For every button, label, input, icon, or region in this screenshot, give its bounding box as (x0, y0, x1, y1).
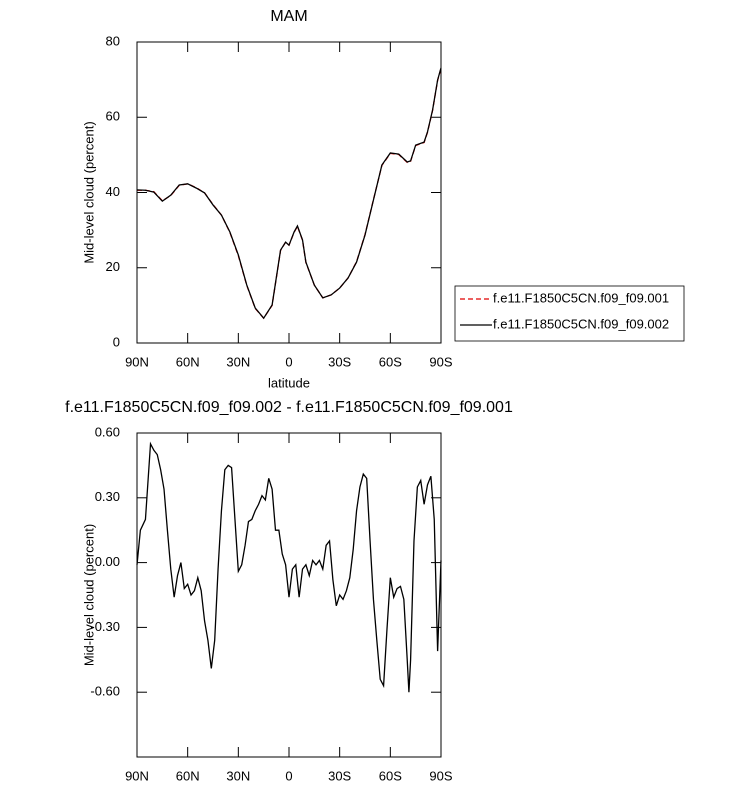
x-tick-label: 90N (125, 768, 149, 783)
plot-frame (136, 432, 442, 758)
y-tick-label: 80 (106, 33, 120, 48)
chart-title: MAM (270, 8, 307, 25)
line-series (136, 441, 442, 693)
x-tick-label: 60N (176, 768, 200, 783)
y-tick-label: 60 (106, 109, 120, 124)
x-tick-label: 60N (176, 354, 200, 369)
y-tick-label: 0.30 (95, 489, 120, 504)
legend-label: f.e11.F1850C5CN.f09_f09.002 (493, 316, 669, 331)
y-tick-label: 0.00 (95, 554, 120, 569)
chart-title: f.e11.F1850C5CN.f09_f09.002 - f.e11.F185… (65, 399, 513, 416)
y-axis-label: Mid-level cloud (percent) (81, 524, 96, 666)
x-tick-label: 60S (379, 768, 402, 783)
line-series (136, 67, 442, 320)
x-tick-label: 0 (285, 354, 292, 369)
x-tick-label: 90S (429, 354, 452, 369)
line-series (137, 68, 442, 320)
x-tick-label: 0 (285, 768, 292, 783)
y-tick-label: 0.60 (95, 424, 120, 439)
legend-label: f.e11.F1850C5CN.f09_f09.001 (493, 290, 669, 305)
x-tick-label: 90N (125, 354, 149, 369)
x-axis-label: latitude (268, 375, 310, 390)
y-tick-label: 0 (113, 334, 120, 349)
y-tick-label: 20 (106, 259, 120, 274)
plot-frame (136, 41, 442, 344)
x-tick-label: 30S (328, 354, 351, 369)
x-tick-label: 30N (226, 354, 250, 369)
y-tick-label: 40 (106, 184, 120, 199)
x-tick-label: 60S (379, 354, 402, 369)
y-tick-label: -0.30 (90, 619, 120, 634)
x-tick-label: 30N (226, 768, 250, 783)
legend-box (454, 285, 685, 342)
y-axis-label: Mid-level cloud (percent) (81, 121, 96, 263)
x-tick-label: 30S (328, 768, 351, 783)
y-tick-label: -0.60 (90, 684, 120, 699)
x-tick-label: 90S (429, 768, 452, 783)
